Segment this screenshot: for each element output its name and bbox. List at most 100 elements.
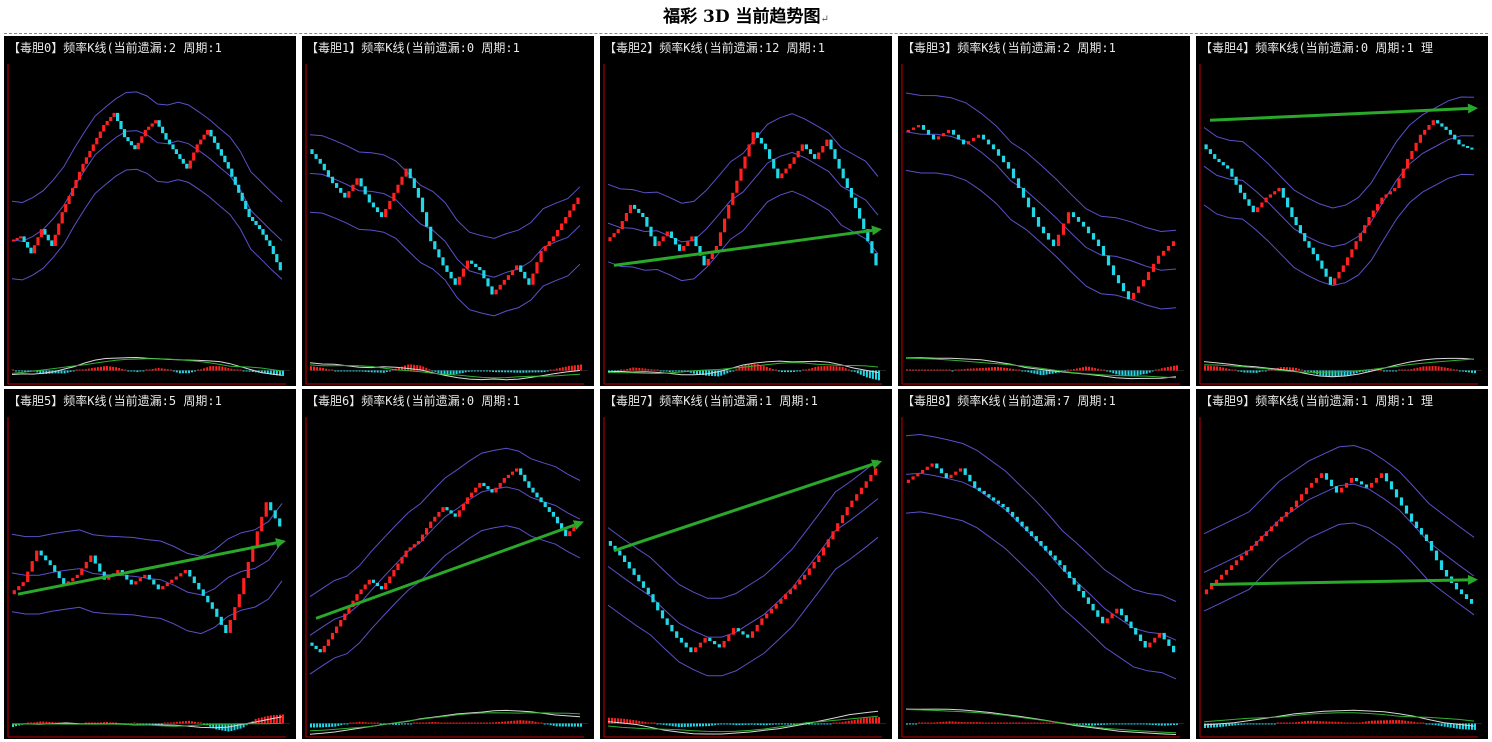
macd-histogram-bar: [1045, 722, 1048, 724]
kline-bar: [651, 594, 655, 603]
kline-bar: [939, 468, 944, 474]
macd-histogram-bar: [1085, 366, 1087, 371]
kline-bar: [326, 639, 330, 646]
macd-histogram-bar: [1078, 367, 1081, 371]
macd-histogram-bar: [1169, 366, 1172, 371]
kline-bar: [326, 170, 330, 177]
kline-bar: [1393, 188, 1397, 192]
macd-histogram-bar: [1054, 370, 1057, 374]
kline-bar: [708, 637, 712, 641]
kline-bar: [1259, 536, 1264, 541]
macd-histogram-bar: [1304, 721, 1307, 724]
macd-histogram-bar: [154, 368, 157, 371]
macd-histogram-bar: [1334, 370, 1337, 377]
macd-histogram-bar: [27, 370, 30, 372]
trend-arrow-head: [572, 520, 584, 530]
macd-histogram-bar: [784, 723, 786, 725]
macd-histogram-bar: [1364, 370, 1367, 372]
macd-histogram-bar: [133, 370, 136, 372]
macd-histogram-bar: [501, 370, 504, 373]
macd-histogram-bar: [1115, 370, 1118, 375]
kline-bar: [646, 587, 650, 595]
macd-histogram-bar: [251, 370, 254, 372]
kline-bar: [841, 168, 845, 179]
kline-bar: [911, 127, 916, 130]
kline-bar: [735, 180, 739, 193]
boll-upper-line: [1203, 444, 1475, 538]
macd-histogram-bar: [580, 723, 582, 727]
chart-canvas: [603, 417, 886, 738]
macd-histogram-bar: [224, 367, 227, 371]
kline-bar: [543, 502, 547, 507]
macd-histogram-bar: [1355, 722, 1358, 724]
macd-histogram-bar: [334, 723, 337, 727]
macd-histogram-bar: [838, 366, 841, 371]
kline-bar: [1374, 478, 1379, 483]
kline-bar: [71, 578, 75, 582]
kline-bar: [105, 121, 109, 125]
macd-histogram-bar: [969, 722, 972, 724]
macd-histogram-bar: [1404, 720, 1407, 724]
boll-upper-line: [11, 503, 283, 557]
kline-bar: [864, 481, 868, 488]
kline-bar: [1367, 217, 1371, 226]
macd-histogram-bar: [1358, 370, 1361, 373]
macd-histogram-bar: [90, 368, 93, 371]
macd-histogram-bar: [702, 370, 704, 376]
macd-histogram-bar: [470, 370, 473, 372]
macd-histogram-bar: [696, 723, 698, 727]
kline-bar: [388, 200, 392, 209]
kline-bar: [1448, 129, 1452, 135]
kline-bar: [739, 168, 743, 181]
kline-bar: [1141, 279, 1146, 287]
macd-histogram-bar: [1030, 370, 1033, 373]
macd-histogram-bar: [656, 723, 659, 725]
chart-title: 【毒胆3】频率K线(当前遗漏:2 周期:1: [902, 41, 1116, 55]
chart-canvas: [901, 417, 1184, 738]
macd-histogram-bar: [370, 722, 373, 724]
macd-histogram-bar: [1434, 366, 1437, 371]
macd-histogram-bar: [868, 370, 871, 379]
macd-histogram-bar: [482, 370, 485, 372]
macd-histogram-bar: [906, 723, 908, 725]
macd-histogram-bar: [313, 723, 315, 728]
macd-histogram-bar: [1219, 723, 1222, 728]
macd-histogram-bar: [54, 722, 57, 724]
macd-histogram-bar: [871, 717, 874, 724]
macd-histogram-bar: [404, 723, 406, 725]
chart-title: 【毒胆1】频率K线(当前遗漏:0 周期:1: [306, 41, 520, 55]
chart-title: 【毒胆7】频率K线(当前遗漏:1 周期:1: [604, 394, 818, 408]
macd-histogram-bar: [984, 367, 987, 371]
macd-histogram-bar: [1440, 723, 1443, 727]
macd-histogram-bar: [668, 723, 671, 726]
macd-histogram-bar: [1082, 367, 1084, 371]
kline-bar: [555, 229, 560, 237]
macd-histogram-bar: [665, 723, 668, 726]
macd-histogram-bar: [696, 370, 698, 375]
macd-histogram-bar: [1319, 370, 1322, 376]
macd-histogram-bar: [1003, 367, 1006, 371]
macd-histogram-bar: [157, 723, 160, 725]
macd-histogram-bar: [1337, 721, 1340, 724]
kline-bar: [1418, 134, 1422, 143]
macd-histogram-bar: [1449, 368, 1452, 371]
kline-bar: [656, 602, 660, 611]
kline-bar: [1119, 608, 1124, 616]
kline-bar: [1410, 150, 1414, 159]
kline-bar: [388, 576, 392, 583]
macd-histogram-bar: [1121, 723, 1124, 725]
macd-histogram-bar: [790, 370, 792, 373]
macd-histogram-bar: [918, 369, 921, 371]
macd-histogram-bar: [1216, 723, 1219, 728]
macd-histogram-bar: [1139, 723, 1142, 725]
macd-histogram-bar: [1112, 370, 1115, 374]
macd-histogram-bar: [978, 368, 981, 371]
kline-bar: [425, 528, 429, 535]
kline-bar: [1066, 212, 1071, 224]
kline-bar: [116, 570, 120, 574]
kline-bar: [750, 631, 755, 638]
macd-histogram-bar: [1285, 722, 1288, 724]
macd-histogram-bar: [391, 723, 394, 725]
macd-histogram-bar: [1015, 722, 1018, 724]
macd-histogram-bar: [319, 367, 322, 371]
